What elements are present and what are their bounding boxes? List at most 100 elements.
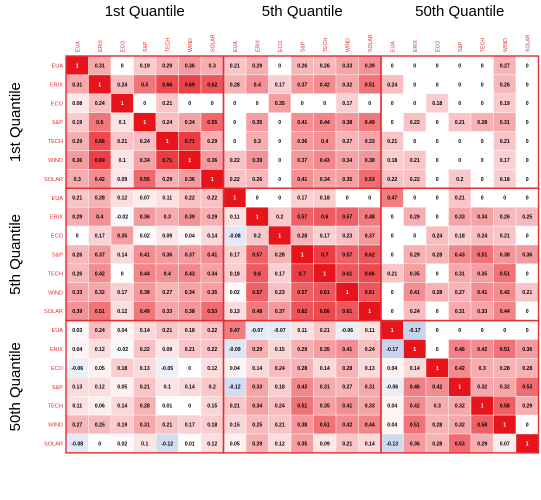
cell-value-label: 0 xyxy=(481,328,484,334)
cell-value-label: 0 xyxy=(121,271,124,277)
cell-value-label: 0 xyxy=(368,101,371,107)
cell-value-label: 0.35 xyxy=(252,120,262,126)
cell-value-label: 0.14 xyxy=(252,366,262,372)
cell-value-label: 0.39 xyxy=(252,158,262,164)
cell-value-label: 1 xyxy=(301,252,304,258)
cell-value-label: 0 xyxy=(458,158,461,164)
cell-value-label: 0.5 xyxy=(141,82,148,88)
cell-value-label: 0.58 xyxy=(477,422,487,428)
column-label: ECO xyxy=(435,41,441,52)
cell-value-label: 0 xyxy=(458,63,461,69)
cell-value-label: 0.28 xyxy=(95,196,105,202)
cell-value-label: 0.26 xyxy=(500,82,510,88)
cell-value-label: 0.42 xyxy=(342,422,352,428)
cell-value-label: 0.18 xyxy=(320,196,330,202)
column-label: S&P xyxy=(143,41,149,52)
cell-value-label: 0.18 xyxy=(500,177,510,183)
cell-value-label: 0.46 xyxy=(410,385,420,391)
cell-value-label: 0.32 xyxy=(95,290,105,296)
row-group-title: 50th Quantile xyxy=(7,342,24,431)
cell-value-label: 0.44 xyxy=(365,422,375,428)
cell-value-label: 0.27 xyxy=(455,290,465,296)
cell-value-label: 0.37 xyxy=(365,233,375,239)
cell-value-label: 0.53 xyxy=(455,441,465,447)
cell-value-label: 0.2 xyxy=(254,233,261,239)
cell-value-label: 0.35 xyxy=(477,271,487,277)
cell-value-label: 0.01 xyxy=(185,441,195,447)
cell-value-label: 0.31 xyxy=(140,422,150,428)
cell-value-label: 0.17 xyxy=(320,233,330,239)
row-label: ERIX xyxy=(50,82,63,88)
cell-value-label: 0.1 xyxy=(141,441,148,447)
cell-value-label: 0.25 xyxy=(95,422,105,428)
cell-value-label: -0.17 xyxy=(409,328,421,334)
cell-value-label: 0 xyxy=(503,196,506,202)
cell-value-label: 0.12 xyxy=(275,441,285,447)
cell-value-label: 0.09 xyxy=(162,347,172,353)
cell-value-label: 1 xyxy=(526,441,529,447)
cell-value-label: 0.34 xyxy=(185,290,195,296)
cell-value-label: 0.41 xyxy=(297,120,307,126)
cell-value-label: 0.17 xyxy=(275,82,285,88)
row-label: EUA xyxy=(51,328,63,334)
cell-value-label: 0.22 xyxy=(185,196,195,202)
cell-value-label: 0.62 xyxy=(297,309,307,315)
cell-value-label: 0.21 xyxy=(162,328,172,334)
cell-value-label: 0.47 xyxy=(230,328,240,334)
cell-value-label: 0 xyxy=(436,196,439,202)
cell-value-label: 0.34 xyxy=(252,404,262,410)
cell-value-label: -0.12 xyxy=(161,441,173,447)
cell-value-label: -0.02 xyxy=(116,347,128,353)
cell-value-label: 0.21 xyxy=(320,328,330,334)
cell-value-label: 0 xyxy=(481,158,484,164)
cell-value-label: 0.42 xyxy=(410,404,420,410)
cell-value-label: 0.57 xyxy=(252,252,262,258)
cell-value-label: 0.29 xyxy=(252,63,262,69)
cell-value-label: 1 xyxy=(481,404,484,410)
cell-value-label: 0.28 xyxy=(140,404,150,410)
cell-value-label: 0.27 xyxy=(500,63,510,69)
cell-value-label: 0.66 xyxy=(95,139,105,145)
cell-value-label: 0.14 xyxy=(117,404,127,410)
block-border xyxy=(380,319,540,454)
column-group-titles: 1st Quantile 5th Quantile 50th Quantile xyxy=(105,3,505,20)
cell-value-label: 0.11 xyxy=(365,328,375,334)
cell-value-label: 0.48 xyxy=(365,215,375,221)
cell-value-label: 0.3 xyxy=(209,63,216,69)
cell-value-label: 0.29 xyxy=(207,215,217,221)
cell-value-label: 0.17 xyxy=(95,233,105,239)
cell-value-label: 0.24 xyxy=(117,82,127,88)
cell-value-label: 0.28 xyxy=(432,441,442,447)
cell-value-label: 0.22 xyxy=(230,177,240,183)
cell-value-label: 1 xyxy=(143,120,146,126)
column-label: ECO xyxy=(278,41,284,52)
cell-value-label: 0.28 xyxy=(230,82,240,88)
column-label: ERIX xyxy=(98,39,104,52)
row-label: EUA xyxy=(51,196,63,202)
cell-value-label: 0.29 xyxy=(477,441,487,447)
row-label: S&P xyxy=(52,252,63,258)
cell-value-label: 0.24 xyxy=(365,347,375,353)
cell-value-label: 0.18 xyxy=(432,101,442,107)
cell-value-label: 0.02 xyxy=(230,290,240,296)
row-label: EUA xyxy=(51,63,63,69)
cell-value-label: 0 xyxy=(256,101,259,107)
cell-value-label: 0.04 xyxy=(387,404,397,410)
cell-value-label: 0.21 xyxy=(500,233,510,239)
cell-value-label: 0.51 xyxy=(477,252,487,258)
cell-value-label: 0.34 xyxy=(477,215,487,221)
cell-value-label: 0.14 xyxy=(410,366,420,372)
cell-value-label: 0.21 xyxy=(455,120,465,126)
cell-value-label: 0.23 xyxy=(275,290,285,296)
cell-value-label: 0.01 xyxy=(162,404,172,410)
cell-value-label: 0.41 xyxy=(410,290,420,296)
cell-value-label: 0.35 xyxy=(320,347,330,353)
cell-value-label: 0.28 xyxy=(522,366,532,372)
cell-value-label: 0.39 xyxy=(185,215,195,221)
cell-value-label: 0.36 xyxy=(522,252,532,258)
cell-value-label: 0.29 xyxy=(207,139,217,145)
cell-value-label: 0 xyxy=(323,101,326,107)
cell-value-label: 0.31 xyxy=(365,385,375,391)
column-label: SOLAR xyxy=(368,34,374,52)
